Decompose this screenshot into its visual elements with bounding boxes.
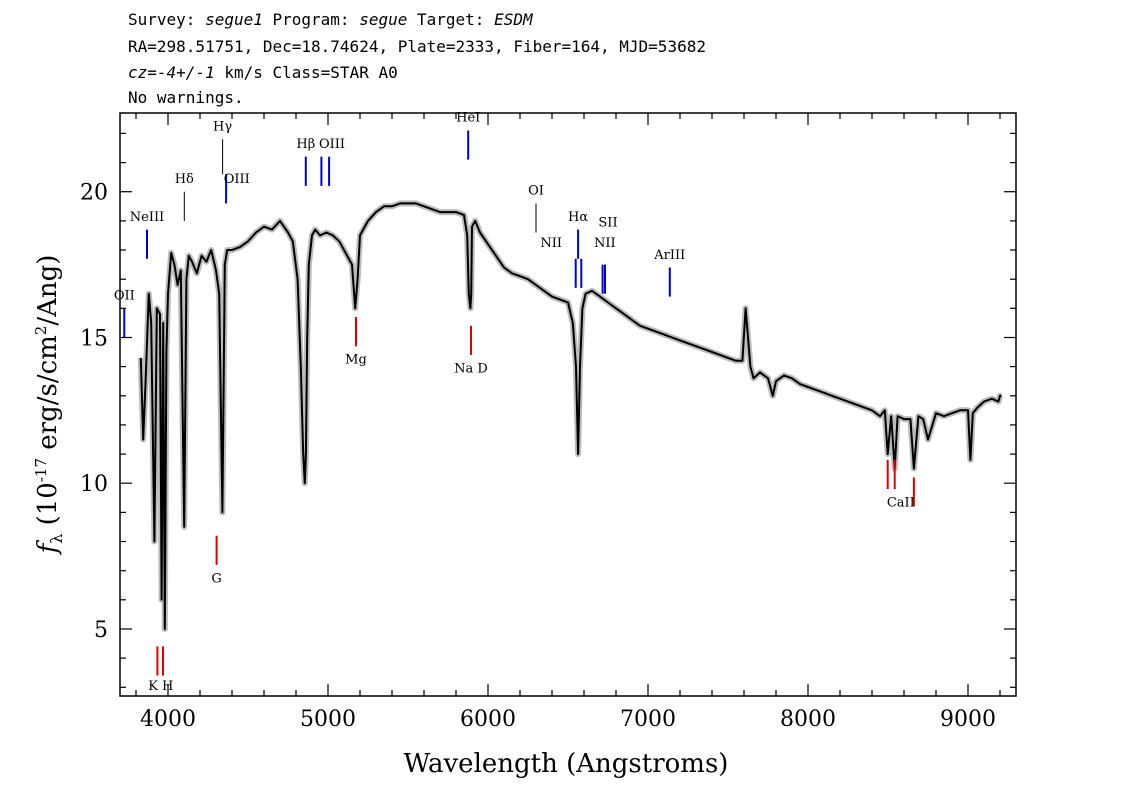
line-label-13: ArIII bbox=[653, 248, 685, 263]
axis-ticks: 4000 5000 6000 7000 8000 9000 5 10 15 20 bbox=[80, 113, 1016, 732]
header-line-2: RA=298.51751, Dec=18.74624, Plate=2333, … bbox=[128, 37, 706, 56]
line-label-4: OIII bbox=[224, 172, 250, 187]
spectrum-line-0 bbox=[139, 202, 1002, 630]
header-line-1: Survey: segue1 Program: segue Target: ES… bbox=[128, 10, 533, 29]
target-value: ESDM bbox=[494, 10, 533, 29]
x-axis-title: Wavelength (Angstroms) bbox=[404, 749, 729, 779]
x-tick-label-4000: 4000 bbox=[140, 707, 196, 732]
class-text: km/s Class=STAR A0 bbox=[214, 63, 398, 82]
line-label-9: NII bbox=[540, 236, 562, 251]
line-label-5: Hβ bbox=[296, 137, 315, 152]
line-marker-layer bbox=[123, 130, 915, 676]
line-label-1: NeIII bbox=[130, 210, 164, 225]
line-label-0: OII bbox=[114, 289, 135, 304]
line-label-3: Hγ bbox=[213, 120, 232, 135]
line-label-15: G bbox=[211, 571, 221, 586]
survey-label: Survey: bbox=[128, 10, 206, 29]
error-band-0 bbox=[137, 200, 1003, 632]
line-label-11: SII bbox=[598, 216, 617, 231]
header-line-3: cz=-4+/-1 km/s Class=STAR A0 bbox=[128, 63, 398, 82]
x-tick-label-6000: 6000 bbox=[460, 707, 516, 732]
x-tick-label-7000: 7000 bbox=[620, 707, 676, 732]
x-tick-label-9000: 9000 bbox=[940, 707, 996, 732]
line-label-14: K H bbox=[148, 679, 173, 694]
program-label: Program: bbox=[262, 10, 360, 29]
line-label-12: NII bbox=[594, 236, 616, 251]
line-label-8: OI bbox=[528, 184, 544, 199]
y-tick-label-20: 20 bbox=[80, 181, 108, 206]
target-label: Target: bbox=[407, 10, 495, 29]
x-tick-label-5000: 5000 bbox=[300, 707, 356, 732]
line-label-17: Na D bbox=[454, 361, 488, 376]
line-label-16: Mg bbox=[345, 353, 367, 368]
header-line-4: No warnings. bbox=[128, 88, 244, 107]
line-label-7: HeI bbox=[456, 111, 480, 126]
line-label-18: CaII bbox=[887, 496, 915, 511]
cz-value: =-4+/-1 bbox=[147, 63, 215, 82]
y-tick-label-15: 15 bbox=[80, 327, 108, 352]
program-value: segue bbox=[359, 10, 408, 29]
error-band-layer bbox=[137, 200, 1003, 632]
y-axis-title: fλ (10-17 erg/s/cm2/Ang) bbox=[32, 255, 66, 556]
y-tick-label-5: 5 bbox=[94, 618, 108, 643]
y-tick-label-10: 10 bbox=[80, 472, 108, 497]
plot-frame bbox=[119, 112, 1017, 697]
x-tick-label-8000: 8000 bbox=[780, 707, 836, 732]
spectrum-layer bbox=[139, 202, 1002, 630]
line-label-6: OIII bbox=[319, 137, 345, 152]
line-label-2: Hδ bbox=[175, 172, 194, 187]
line-label-layer: OII NeIII Hδ Hγ OIII Hβ OIII HeI OI NII Hα SII NII Ar… bbox=[114, 111, 915, 695]
cz-label: cz bbox=[128, 63, 148, 82]
survey-value: segue1 bbox=[205, 10, 263, 29]
line-label-10: Hα bbox=[568, 210, 588, 225]
